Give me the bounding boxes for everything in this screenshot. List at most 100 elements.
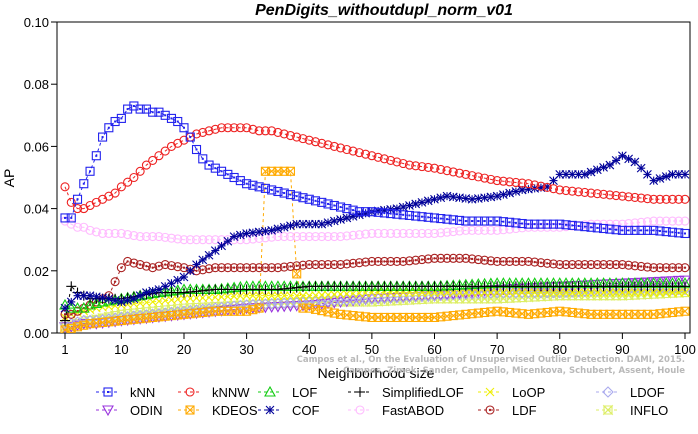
data-point-knn [392,209,402,219]
data-point-kdeos [680,306,690,316]
data-point-cof [210,246,220,255]
data-point-knn [361,207,371,217]
data-point-ldf [173,262,183,272]
data-point-knnw [511,177,521,188]
data-point-knnw [617,191,627,201]
data-point-simplifiedlof [285,283,296,294]
legend-label: LoOP [512,385,545,400]
data-point-fastabod [386,228,396,239]
data-point-fastabod [492,225,502,235]
data-point-fastabod [292,232,302,242]
series-knnw [60,123,690,214]
data-point-knn [141,104,151,114]
data-point-knnw [517,178,527,188]
data-point-knn [260,183,270,193]
data-point-cof [417,197,427,207]
x-axis-label: Neighborhood size [318,365,435,381]
data-point-knn [436,214,446,224]
data-point-cof [148,286,158,296]
data-point-loop [505,288,515,297]
data-point-loop [511,288,521,297]
data-point-ldf [642,262,652,272]
x-tick-label: 10 [114,342,128,357]
x-tick-label: 1 [61,342,68,357]
data-point-fastabod [304,232,314,242]
data-point-ldf [567,260,577,270]
data-point-ldf [304,260,314,270]
data-point-cof [116,297,126,307]
data-point-cof [104,294,114,304]
data-point-knn [79,179,89,189]
data-point-knn [379,208,389,218]
data-point-ldf [392,256,402,267]
data-point-ldf [398,256,408,267]
data-point-knn [285,190,296,200]
data-point-loop [486,288,496,297]
data-point-cof [110,295,120,305]
legend-label: SimplifiedLOF [382,385,464,400]
legend-item-knnw: kNNW [178,385,250,400]
data-point-ldf [492,256,502,267]
data-point-fastabod [617,219,627,229]
data-point-knnw [304,135,314,145]
data-point-knn [217,166,227,176]
data-point-knn [98,132,108,142]
data-point-knn [411,211,421,221]
data-point-knn [429,213,440,223]
data-point-knnw [655,194,665,204]
data-point-simplifiedlof [60,315,70,326]
data-point-knnw [555,185,565,195]
data-point-knn [267,185,277,195]
data-point-knnw [467,171,477,181]
legend-item-fastabod: FastABOD [348,403,444,418]
legend-item-knn: kNN [96,385,155,400]
data-point-knn [342,204,352,214]
data-point-knnw [649,194,659,204]
data-point-knnw [436,164,446,174]
data-point-loop [586,288,596,297]
data-point-knnw [398,158,408,169]
data-point-fastabod [423,228,433,239]
series-cof [60,151,690,313]
data-point-knn [517,218,527,229]
data-point-knnw [661,194,671,204]
series-line-kdeos [64,170,686,331]
data-point-knn [298,193,308,203]
data-point-fastabod [91,227,101,237]
data-point-fastabod [486,225,496,235]
data-point-knn [498,217,508,227]
data-point-loop [292,291,302,301]
data-point-fastabod [354,230,364,240]
data-point-cof [342,213,352,223]
data-point-loop [273,291,283,301]
y-tick-label: 0.00 [24,326,49,341]
data-point-knn [60,213,70,223]
legend-label: LDF [512,403,537,418]
data-point-loop [574,288,583,297]
data-point-fastabod [191,235,202,245]
data-point-knnw [273,127,283,137]
data-point-knn [292,191,302,201]
data-point-knn [386,209,396,219]
data-point-knn [191,144,202,155]
data-point-cof [279,222,289,232]
x-tick-label: 60 [427,342,441,357]
data-point-ldf [655,263,665,273]
data-point-knn [404,210,414,220]
data-point-fastabod [404,228,414,239]
data-point-knnw [674,194,684,204]
data-point-loop [680,288,690,297]
series-line-knnw [64,127,685,210]
data-point-ldf [160,260,170,270]
data-point-knn [148,107,158,117]
data-point-ldf [217,263,227,273]
data-point-ldf [354,258,364,268]
data-point-loop [536,288,546,297]
data-point-fastabod [436,228,446,238]
data-point-fastabod [154,232,164,242]
data-point-loop [592,288,602,297]
data-point-fastabod [624,218,634,229]
data-point-knnw [310,137,321,147]
data-point-knnw [561,186,571,196]
data-point-knnw [198,127,208,137]
